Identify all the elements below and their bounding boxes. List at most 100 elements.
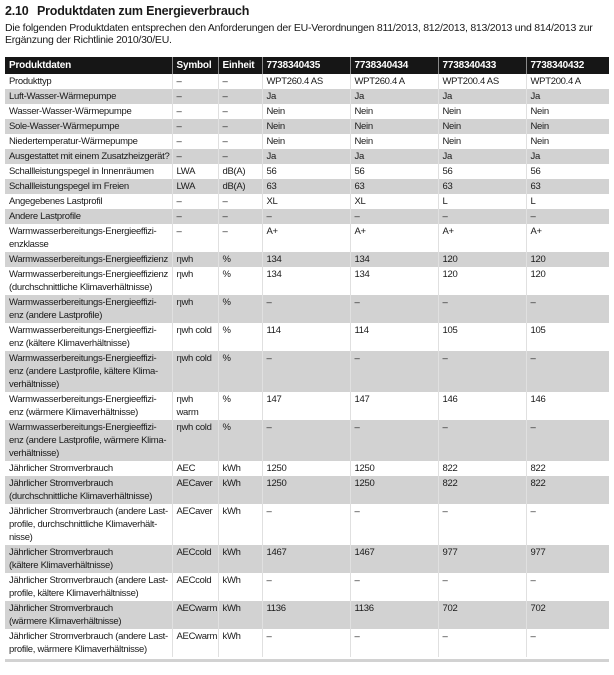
row-value: – (525, 295, 609, 323)
row-unit: – (217, 134, 262, 149)
row-value: – (349, 504, 438, 545)
row-unit: % (217, 323, 262, 351)
table-header-row: Produktdaten Symbol Einheit 7738340435 77383… (5, 57, 609, 74)
row-value: WPT200.4 AS (437, 74, 526, 89)
row-symbol: – (171, 209, 218, 224)
row-value: 1250 (349, 476, 438, 504)
table-row: Andere Lastprofile – – – – – – (5, 209, 609, 224)
table-row: Jährlicher Stromverbrauch (wärmere Klima… (5, 601, 609, 629)
table-row: Warmwasserbereitungs-Energieeffizi- enz … (5, 323, 609, 351)
row-value: 822 (437, 461, 526, 476)
row-value: 822 (437, 476, 526, 504)
row-value: WPT260.4 A (349, 74, 438, 89)
row-value: – (525, 573, 609, 601)
row-unit: kWh (217, 573, 262, 601)
row-value: 822 (525, 461, 609, 476)
row-value: – (349, 629, 438, 657)
row-symbol: ηwh warm (171, 392, 218, 420)
row-value: 134 (349, 252, 438, 267)
row-value: 1136 (349, 601, 438, 629)
row-value: – (525, 629, 609, 657)
row-value: XL (261, 194, 350, 209)
row-value: – (437, 295, 526, 323)
row-value: 120 (437, 252, 526, 267)
row-value: 56 (261, 164, 350, 179)
row-value: – (261, 209, 350, 224)
row-label: Warmwasserbereitungs-Energieeffizienz (d… (9, 269, 168, 293)
table-row: Warmwasserbereitungs-Energieeffizienz (d… (5, 267, 609, 295)
row-value: 977 (437, 545, 526, 573)
row-value: – (525, 209, 609, 224)
row-value: 63 (349, 179, 438, 194)
row-value: 56 (349, 164, 438, 179)
row-unit: % (217, 351, 262, 392)
row-value: WPT260.4 AS (261, 74, 350, 89)
row-symbol: ηwh (171, 295, 218, 323)
row-symbol: AECwarm (171, 601, 218, 629)
row-symbol: ηwh cold (171, 351, 218, 392)
row-value: – (261, 420, 350, 461)
section-title: Produktdaten zum Energieverbrauch (37, 4, 250, 18)
row-unit: kWh (217, 476, 262, 504)
row-symbol: ηwh cold (171, 420, 218, 461)
row-unit: – (217, 224, 262, 252)
table-row: Warmwasserbereitungs-Energieeffizi- enz … (5, 420, 609, 461)
row-value: – (437, 209, 526, 224)
row-value: Ja (437, 149, 526, 164)
row-value: Ja (437, 89, 526, 104)
row-value: A+ (349, 224, 438, 252)
row-value: 63 (525, 179, 609, 194)
row-value: – (525, 351, 609, 392)
row-value: 134 (349, 267, 438, 295)
row-value: Nein (525, 134, 609, 149)
row-symbol: – (171, 74, 218, 89)
section-number: 2.10 (5, 4, 29, 18)
row-label: Jährlicher Stromverbrauch (wärmere Klima… (5, 601, 172, 629)
row-label: Warmwasserbereitungs-Energieeffizi- enz … (5, 295, 172, 323)
row-value: Nein (349, 104, 438, 119)
row-label: Jährlicher Stromverbrauch (durchschnittl… (5, 476, 172, 504)
row-label: Angegebenes Lastprofil (9, 196, 103, 207)
table-row: Jährlicher Stromverbrauch (kältere Klima… (5, 545, 609, 573)
row-value: – (349, 351, 438, 392)
row-value: 702 (437, 601, 526, 629)
row-unit: – (217, 209, 262, 224)
row-value: – (437, 573, 526, 601)
row-unit: % (217, 267, 262, 295)
row-symbol: ηwh (171, 267, 218, 295)
row-value: Ja (525, 149, 609, 164)
row-symbol: – (171, 134, 218, 149)
row-value: 105 (525, 323, 609, 351)
row-label: Jährlicher Stromverbrauch (andere Last- … (9, 631, 168, 655)
row-unit: kWh (217, 601, 262, 629)
row-value: 134 (261, 267, 350, 295)
row-value: 147 (349, 392, 438, 420)
table-row: Jährlicher Stromverbrauch (durchschnittl… (5, 476, 609, 504)
row-unit: kWh (217, 629, 262, 657)
row-unit: kWh (217, 461, 262, 476)
row-value: – (349, 209, 438, 224)
row-value: 1136 (261, 601, 350, 629)
row-value: – (437, 351, 526, 392)
row-symbol: ηwh (171, 252, 218, 267)
row-label: Jährlicher Stromverbrauch (9, 463, 113, 474)
row-value: 134 (261, 252, 350, 267)
row-value: Ja (261, 89, 350, 104)
row-symbol: LWA (171, 179, 218, 194)
table-body: Produkttyp – – WPT260.4 AS WPT260.4 A WPT200.… (5, 74, 609, 657)
row-value: Nein (261, 119, 350, 134)
table-row: Jährlicher Stromverbrauch (andere Last- … (5, 629, 609, 657)
row-label: Jährlicher Stromverbrauch (andere Last- … (9, 506, 168, 543)
row-unit: dB(A) (217, 164, 262, 179)
table-row: Warmwasserbereitungs-Energieeffizi- enzk… (5, 224, 609, 252)
row-unit: kWh (217, 504, 262, 545)
row-label: Warmwasserbereitungs-Energieeffizi- enz … (9, 325, 157, 349)
table-row: Warmwasserbereitungs-Energieeffizi- enz … (5, 295, 609, 323)
row-value: Ja (349, 89, 438, 104)
row-label: Warmwasserbereitungs-Energieeffizi- enz … (5, 420, 172, 461)
row-symbol: – (171, 89, 218, 104)
row-value: 56 (437, 164, 526, 179)
row-value: 977 (525, 545, 609, 573)
row-label: Jährlicher Stromverbrauch (kältere Klima… (5, 545, 172, 573)
row-label: Luft-Wasser-Wärmepumpe (5, 89, 172, 104)
